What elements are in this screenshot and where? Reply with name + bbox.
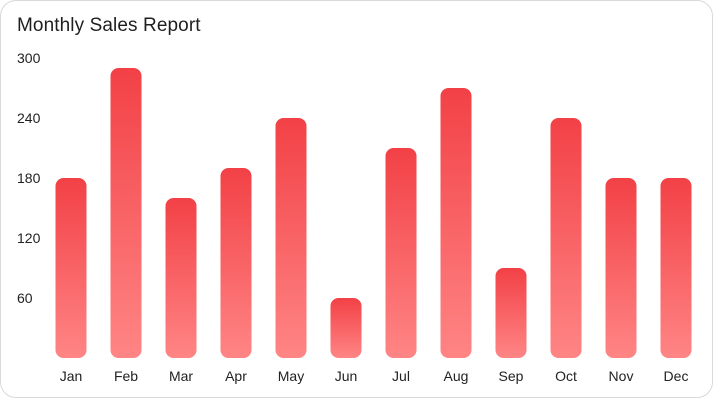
bar-aug[interactable] (440, 88, 472, 358)
x-tick-label: Jul (392, 368, 410, 384)
bars (55, 68, 692, 358)
bar-dec[interactable] (660, 178, 692, 358)
x-tick-label: Dec (664, 368, 689, 384)
bar-feb[interactable] (110, 68, 142, 358)
bar-jun[interactable] (330, 298, 362, 358)
bar-jan[interactable] (55, 178, 87, 358)
y-tick-label: 240 (17, 110, 41, 126)
bar-sep[interactable] (495, 268, 527, 358)
y-tick-label: 180 (17, 170, 41, 186)
y-tick-label: 60 (17, 290, 33, 306)
bar-jul[interactable] (385, 148, 417, 358)
chart-title: Monthly Sales Report (17, 15, 201, 36)
bar-oct[interactable] (550, 118, 582, 358)
bar-may[interactable] (275, 118, 307, 358)
bar-apr[interactable] (220, 168, 252, 358)
x-tick-label: Sep (499, 368, 524, 384)
y-axis: 60 120 180 240 300 (17, 50, 41, 306)
x-tick-label: Jan (60, 368, 83, 384)
bar-nov[interactable] (605, 178, 637, 358)
x-tick-label: Mar (169, 368, 193, 384)
bar-mar[interactable] (165, 198, 197, 358)
x-tick-label: Apr (225, 368, 247, 384)
y-tick-label: 120 (17, 230, 41, 246)
x-tick-label: May (278, 368, 304, 384)
x-axis: Jan Feb Mar Apr May Jun Jul Aug Sep Oct Nov Dec (60, 368, 689, 384)
x-tick-label: Aug (444, 368, 469, 384)
x-tick-label: Oct (555, 368, 577, 384)
x-tick-label: Feb (114, 368, 138, 384)
x-tick-label: Jun (335, 368, 358, 384)
y-tick-label: 300 (17, 50, 41, 66)
x-tick-label: Nov (609, 368, 634, 384)
